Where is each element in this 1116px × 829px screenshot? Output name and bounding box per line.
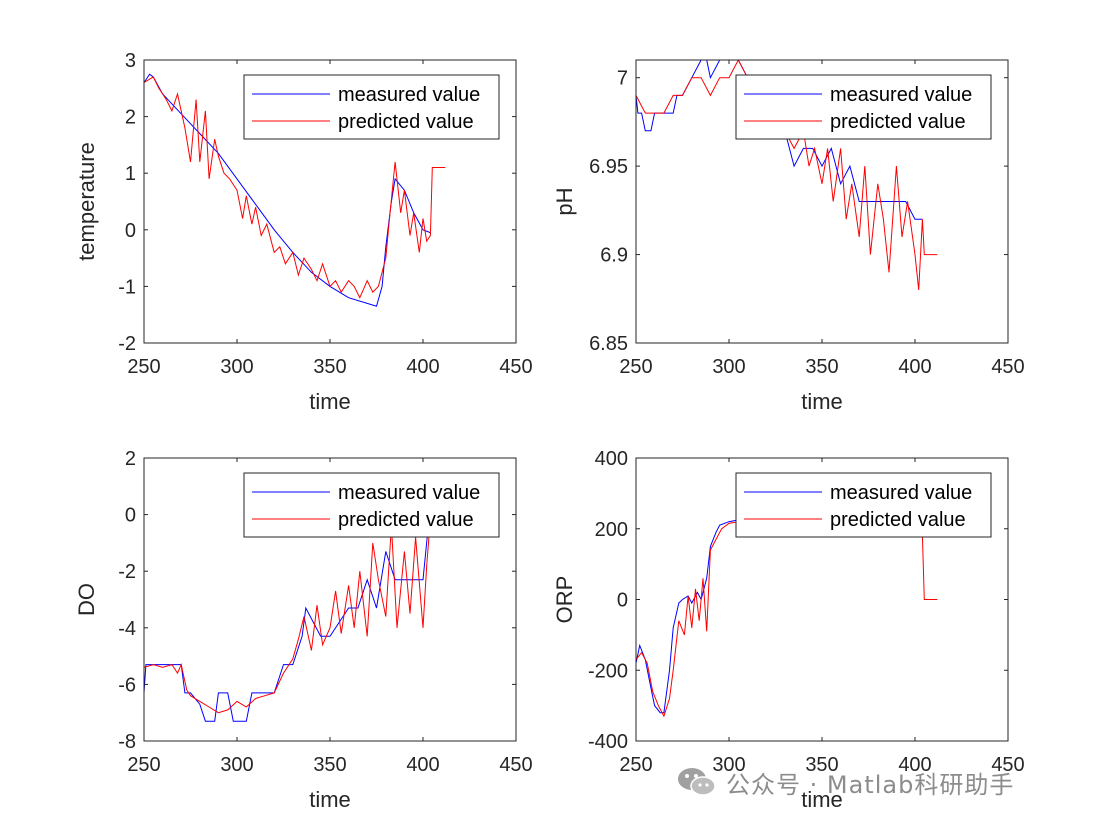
x-tick-label: 250 bbox=[127, 754, 160, 776]
y-tick-label: 1 bbox=[125, 163, 136, 185]
y-tick-label: 0 bbox=[125, 505, 136, 527]
y-tick-label: -6 bbox=[118, 674, 136, 696]
legend: measured value predicted value bbox=[243, 74, 500, 140]
chart-temperature: 250 300 350 400 450 -2 -1 0 1 2 3 time temperature me… bbox=[74, 50, 533, 414]
legend: measured value predicted value bbox=[735, 74, 992, 140]
y-tick-label: -4 bbox=[118, 618, 136, 640]
y-tick-label: 0 bbox=[617, 590, 628, 612]
x-tick-label: 250 bbox=[619, 754, 652, 776]
chart-do: 250 300 350 400 450 -8 -6 -4 -2 0 2 time DO measured … bbox=[74, 448, 533, 812]
y-axis-label: ORP bbox=[552, 576, 577, 624]
x-tick-label: 350 bbox=[313, 754, 346, 776]
measured-series-line bbox=[636, 519, 744, 714]
x-tick-label: 450 bbox=[991, 754, 1024, 776]
y-tick-label: 6.95 bbox=[589, 156, 628, 178]
legend-box bbox=[243, 74, 500, 140]
y-tick-label: 2 bbox=[125, 107, 136, 129]
x-axis-label: time bbox=[801, 389, 843, 414]
watermark: 公众号 · Matlab科研助手 bbox=[676, 760, 1014, 804]
predicted-series-line bbox=[144, 76, 446, 299]
x-tick-label: 300 bbox=[220, 356, 253, 378]
x-axis-label: time bbox=[801, 787, 843, 812]
x-tick-label: 400 bbox=[898, 754, 931, 776]
legend-entry-label: predicted value bbox=[830, 509, 966, 531]
wechat-icon bbox=[678, 768, 716, 796]
y-tick-label: 6.85 bbox=[589, 333, 628, 355]
x-tick-label: 300 bbox=[712, 356, 745, 378]
y-tick-label: -1 bbox=[118, 276, 136, 298]
measured-series-line bbox=[144, 73, 431, 307]
chart-ph: 250 300 350 400 450 6.85 6.9 6.95 7 time pH measure… bbox=[552, 59, 1025, 414]
x-tick-label: 250 bbox=[619, 356, 652, 378]
y-axis-label: DO bbox=[74, 583, 99, 616]
legend-entry-label: predicted value bbox=[830, 111, 966, 133]
y-tick-label: -200 bbox=[588, 660, 628, 682]
y-tick-label: -2 bbox=[118, 333, 136, 355]
x-tick-label: 350 bbox=[313, 356, 346, 378]
legend-entry-label: measured value bbox=[338, 482, 480, 504]
legend-box bbox=[735, 74, 992, 140]
y-tick-label: -400 bbox=[588, 731, 628, 753]
x-tick-label: 400 bbox=[898, 356, 931, 378]
y-axis-label: pH bbox=[552, 187, 577, 215]
legend-box bbox=[735, 472, 992, 538]
x-tick-label: 450 bbox=[991, 356, 1024, 378]
y-tick-label: 400 bbox=[595, 448, 628, 470]
y-axis-label: temperature bbox=[74, 142, 99, 261]
y-tick-label: -8 bbox=[118, 731, 136, 753]
x-tick-label: 300 bbox=[220, 754, 253, 776]
chart-orp: 250 300 350 400 450 -400 -200 0 200 400 time ORP mea… bbox=[552, 448, 1025, 812]
x-tick-label: 300 bbox=[712, 754, 745, 776]
y-tick-label: 0 bbox=[125, 220, 136, 242]
y-tick-label: 200 bbox=[595, 519, 628, 541]
predicted-series-line bbox=[636, 60, 938, 290]
x-axis-label: time bbox=[309, 389, 351, 414]
x-tick-label: 450 bbox=[499, 356, 532, 378]
y-tick-label: 7 bbox=[617, 68, 628, 90]
x-tick-label: 400 bbox=[406, 754, 439, 776]
legend-box bbox=[243, 472, 500, 538]
x-tick-label: 450 bbox=[499, 754, 532, 776]
x-tick-label: 350 bbox=[805, 754, 838, 776]
legend-entry-label: predicted value bbox=[338, 509, 474, 531]
y-tick-label: -2 bbox=[118, 561, 136, 583]
y-tick-label: 3 bbox=[125, 50, 136, 72]
predicted-series-line bbox=[144, 494, 433, 714]
watermark-text: 公众号 · Matlab科研助手 bbox=[726, 770, 1015, 799]
legend-entry-label: measured value bbox=[830, 482, 972, 504]
x-tick-label: 250 bbox=[127, 356, 160, 378]
x-tick-label: 400 bbox=[406, 356, 439, 378]
legend-entry-label: predicted value bbox=[338, 111, 474, 133]
legend-entry-label: measured value bbox=[830, 84, 972, 106]
x-axis-label: time bbox=[309, 787, 351, 812]
y-tick-label: 2 bbox=[125, 448, 136, 470]
x-tick-label: 350 bbox=[805, 356, 838, 378]
legend: measured value predicted value bbox=[735, 472, 992, 538]
legend: measured value predicted value bbox=[243, 472, 500, 538]
y-tick-label: 6.9 bbox=[600, 245, 628, 267]
legend-entry-label: measured value bbox=[338, 84, 480, 106]
